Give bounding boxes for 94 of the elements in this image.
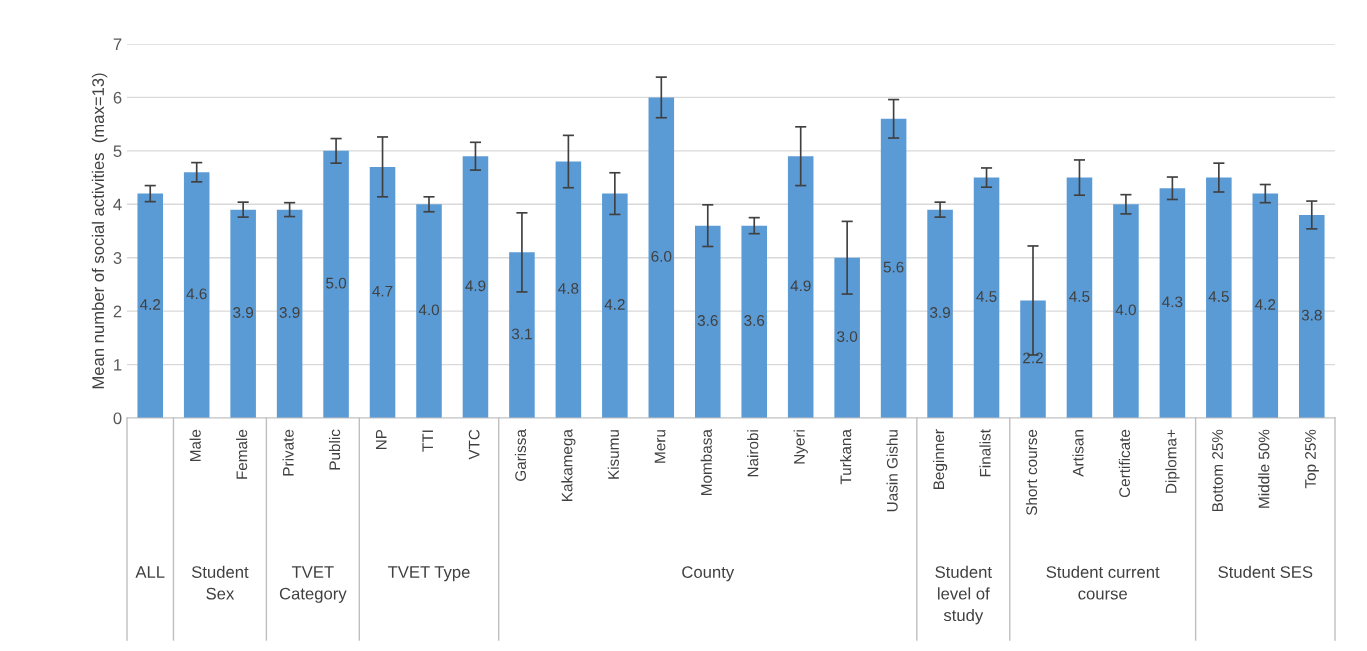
data-label: 4.5 [976,291,997,302]
data-label: 4.8 [558,283,579,294]
bar [1020,300,1046,418]
data-label: 3.6 [697,315,718,326]
x-tick-label: Public [328,429,341,470]
data-label: 4.9 [465,280,486,292]
data-label: 6.0 [651,251,672,262]
x-tick-label: TTI [422,430,433,452]
bar [416,204,442,418]
x-tick-label: Meru [654,430,666,463]
bar [602,193,628,418]
x-tick-label: Nyeri [793,430,808,464]
x-tick-label: Certificate [1118,429,1131,498]
x-tick-label: Garissa [514,429,527,481]
text: County [682,566,735,582]
text: Student current course [1046,565,1160,600]
bar [369,166,396,418]
x-tick-label: Male [189,429,201,461]
y-tick-label: 5 [113,145,122,158]
bar [1206,177,1232,418]
bar [1066,177,1093,418]
x-tick-label: NP [375,429,387,450]
x-tick-label: Kakamega [561,429,576,501]
x-tick-label: Middle 50% [1258,429,1270,508]
data-label: 4.0 [1115,304,1136,316]
data-label: 4.9 [790,280,811,292]
bar [276,209,303,418]
y-axis-title: Mean number of social activities (max=13) [91,73,108,389]
data-label: 3.6 [744,315,765,326]
x-tick-label: Kisumu [607,430,619,479]
data-label: 5.0 [326,277,347,289]
bar [1252,193,1279,418]
bar [648,97,675,418]
text: TVET Category [279,566,347,603]
x-tick-label: Top 25% [1305,429,1319,489]
y-tick-label: 3 [113,252,122,264]
bar [1298,214,1325,418]
bar [787,156,814,418]
text: Student SES [1218,565,1313,578]
y-tick-label: 2 [113,305,122,318]
data-label: 3.1 [511,328,532,340]
bar [555,161,582,418]
x-tick-label: Private [282,429,294,476]
y-tick-label: 6 [113,91,122,104]
data-label: 5.6 [883,261,904,273]
bar [741,225,768,418]
bar [323,150,349,418]
bar [1113,204,1139,418]
data-label: 4.2 [1255,299,1276,310]
x-tick-label: Uasin Gishu [886,430,898,512]
data-label: 3.9 [930,307,950,318]
x-tick-label: Turkana [840,429,852,485]
x-tick-label: Short course [1025,429,1038,516]
data-label: 4.0 [418,304,440,316]
bar [694,225,721,418]
bar [462,156,489,418]
text: ALL [135,566,165,578]
bar [137,193,164,418]
x-tick-label: Artisan [1072,430,1084,477]
x-tick-label: Finalist [979,429,991,477]
bar [834,257,860,418]
x-tick-label: Diploma+ [1165,429,1180,493]
x-tick-label: VTC [468,429,480,460]
bar [927,209,953,418]
data-label: 4.5 [1208,291,1229,302]
data-label: 4.5 [1069,291,1090,302]
x-tick-label: Beginner [932,429,948,490]
x-tick-label: Nairobi [747,430,759,477]
y-tick-label: 0 [113,412,122,425]
data-label: 3.9 [279,307,300,318]
data-label: 3.8 [1301,309,1322,321]
data-label: 3.0 [837,331,858,342]
y-tick-label: 4 [113,198,122,211]
data-label: 4.2 [139,299,161,310]
bar [183,172,210,418]
x-tick-label: Bottom 25% [1212,429,1223,512]
bar [973,177,1000,418]
bar [1159,188,1186,418]
text: Student Sex [191,565,249,600]
data-label: 2.2 [1023,352,1043,364]
x-tick-label: Mombasa [700,429,712,495]
bar [880,118,907,418]
bar [509,252,535,418]
text: TVET Type [387,566,470,582]
text: Student level of study [935,565,992,625]
data-label: 3.9 [233,307,254,318]
y-tick-label: 7 [113,38,122,51]
data-label: 4.7 [372,285,393,297]
data-label: 4.3 [1162,296,1183,308]
x-tick-label: Female [236,429,248,479]
y-tick-label: 1 [114,359,122,371]
data-label: 4.6 [186,288,207,300]
data-label: 4.2 [604,299,625,310]
bar [230,209,256,418]
